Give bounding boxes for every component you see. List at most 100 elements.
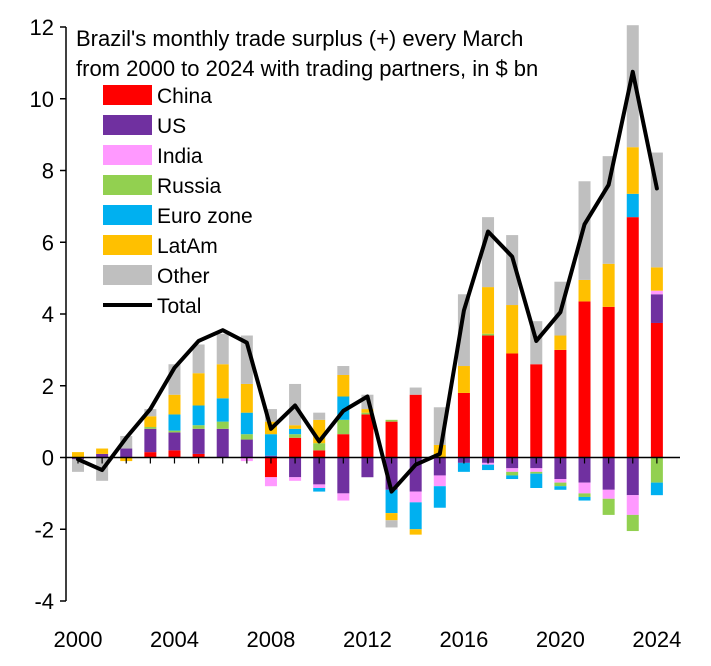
bar-latam-2020 <box>554 335 567 350</box>
bar-india-2018 <box>506 468 519 472</box>
bar-india-2021 <box>578 482 591 494</box>
bar-india-2022 <box>602 489 615 499</box>
bar-china-2009 <box>289 437 302 458</box>
legend: China US India Russia Euro zone LatAm Other Tot… <box>103 85 253 318</box>
bar-euro-zone-2006 <box>216 398 229 422</box>
bar-us-2011 <box>337 457 350 494</box>
bar-china-2016 <box>457 392 470 458</box>
legend-swatch-other <box>103 265 152 285</box>
bar-other-2005 <box>192 344 205 374</box>
bar-russia-2006 <box>216 421 229 429</box>
bar-euro-zone-2023 <box>626 193 639 218</box>
bar-latam-2024 <box>650 267 663 291</box>
legend-label-euro-zone: Euro zone <box>157 205 253 228</box>
x-tick-label: 2024 <box>632 627 681 652</box>
bar-latam-2023 <box>626 147 639 194</box>
bar-latam-2009 <box>289 425 302 429</box>
bar-russia-2018 <box>506 471 519 476</box>
legend-swatch-us <box>103 115 152 135</box>
bar-latam-2003 <box>144 416 157 427</box>
bar-india-2009 <box>289 477 302 481</box>
bar-us-2003 <box>144 428 157 453</box>
bar-china-2005 <box>192 453 205 458</box>
bar-china-2010 <box>313 450 326 458</box>
bar-russia-2023 <box>626 514 639 532</box>
bar-latam-2006 <box>216 364 229 399</box>
bar-euro-zone-2015 <box>433 486 446 508</box>
bar-us-2021 <box>578 457 591 483</box>
chart-title: Brazil's monthly trade surplus (+) every… <box>76 26 538 81</box>
legend-swatch-india <box>103 145 152 165</box>
bar-china-2019 <box>530 364 543 458</box>
bar-euro-zone-2008 <box>264 434 277 456</box>
bar-russia-2017 <box>482 333 495 336</box>
bars-layer <box>72 25 663 535</box>
bar-other-2016 <box>457 294 470 367</box>
bar-latam-2022 <box>602 263 615 307</box>
bar-russia-2020 <box>554 482 567 487</box>
bar-euro-zone-2021 <box>578 496 591 501</box>
total-line <box>76 69 659 494</box>
bar-india-2017 <box>482 462 495 465</box>
bar-us-2004 <box>168 432 181 451</box>
y-tick-label: 12 <box>30 15 54 40</box>
bar-china-2018 <box>506 353 519 458</box>
bar-other-2003 <box>144 409 157 417</box>
bar-china-2012 <box>361 414 374 458</box>
bar-latam-2001 <box>96 448 109 454</box>
legend-label-us: US <box>157 115 186 138</box>
bar-euro-zone-2020 <box>554 486 567 490</box>
bar-china-2008 <box>264 457 277 478</box>
legend-label-latam: LatAm <box>157 235 218 258</box>
bar-china-2003 <box>144 452 157 458</box>
bar-china-2017 <box>482 335 495 458</box>
bar-china-2004 <box>168 450 181 458</box>
bar-russia-2021 <box>578 493 591 497</box>
bar-india-2015 <box>433 475 446 487</box>
y-tick-label: 10 <box>30 87 54 112</box>
bar-latam-2005 <box>192 373 205 406</box>
y-tick-label: -2 <box>34 517 54 542</box>
bar-latam-2017 <box>482 287 495 334</box>
bar-india-2014 <box>409 491 422 503</box>
bar-china-2023 <box>626 217 639 458</box>
bar-us-2015 <box>433 457 446 476</box>
bar-china-2020 <box>554 349 567 458</box>
bar-china-2011 <box>337 434 350 458</box>
bar-latam-2018 <box>506 305 519 354</box>
bar-russia-2013 <box>385 419 398 422</box>
chart-title-line: from 2000 to 2024 with trading partners,… <box>76 56 538 81</box>
bar-other-2006 <box>216 333 229 365</box>
legend-swatch-russia <box>103 175 152 195</box>
bar-latam-2011 <box>337 374 350 397</box>
bar-latam-2012 <box>361 409 374 413</box>
bar-us-2020 <box>554 457 567 480</box>
bar-euro-zone-2016 <box>457 462 470 472</box>
bar-euro-zone-2009 <box>289 428 302 435</box>
bar-russia-2012 <box>361 412 374 415</box>
bar-latam-2014 <box>409 529 422 535</box>
x-tick-label: 2000 <box>54 627 103 652</box>
legend-label-india: India <box>157 145 203 168</box>
bar-other-2011 <box>337 366 350 375</box>
bar-euro-zone-2010 <box>313 487 326 492</box>
bar-other-2023 <box>626 25 639 148</box>
bar-other-2002 <box>120 435 133 449</box>
legend-swatch-china <box>103 85 152 105</box>
bar-china-2022 <box>602 306 615 458</box>
y-tick-label: 6 <box>42 230 54 255</box>
bar-latam-2007 <box>240 383 253 413</box>
bar-russia-2022 <box>602 498 615 515</box>
y-tick-label: 2 <box>42 374 54 399</box>
bar-india-2011 <box>337 493 350 501</box>
bar-india-2008 <box>264 477 277 487</box>
bar-latam-2000 <box>72 452 84 458</box>
chart-title-line: Brazil's monthly trade surplus (+) every… <box>76 26 523 51</box>
bar-other-2014 <box>409 387 422 395</box>
bar-russia-2009 <box>289 434 302 438</box>
bar-us-2006 <box>216 428 229 458</box>
bar-euro-zone-2019 <box>530 473 543 488</box>
bar-euro-zone-2004 <box>168 414 181 431</box>
bar-us-2007 <box>240 439 253 458</box>
